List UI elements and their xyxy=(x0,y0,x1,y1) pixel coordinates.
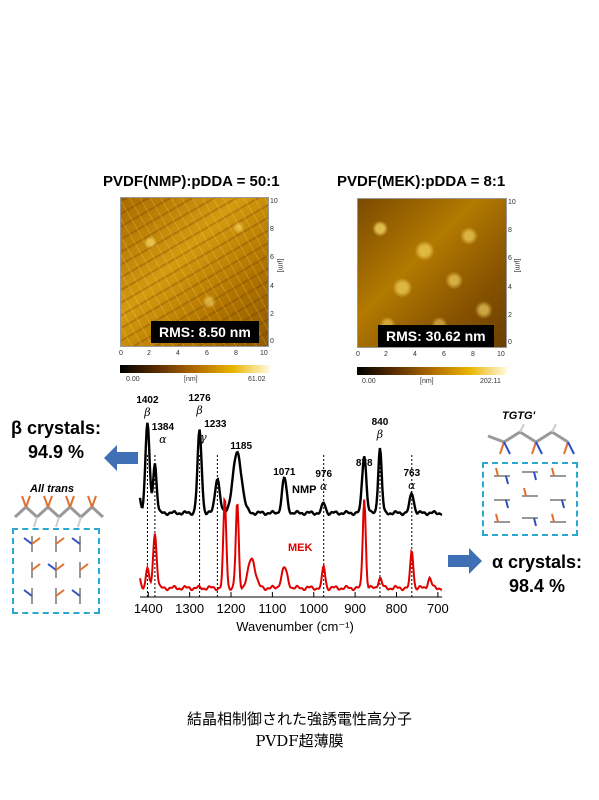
afm-right-xtick: 0 xyxy=(356,351,360,358)
arrow-right-icon xyxy=(448,548,482,574)
afm-right-unit: [µm] xyxy=(513,258,521,273)
x-tick-label: 700 xyxy=(427,601,449,616)
afm-right-ytick: 6 xyxy=(508,255,512,262)
afm-right-ytick: 8 xyxy=(508,227,512,234)
afm-left-title: PVDF(NMP):pDDA = 50:1 xyxy=(103,173,280,190)
scale-max-right: 202.11 xyxy=(480,378,501,385)
peak-number-label: 1071 xyxy=(273,467,296,478)
afm-right-ytick: 2 xyxy=(508,312,512,319)
series-label-nmp: NMP xyxy=(292,484,316,496)
all-trans-label: All trans xyxy=(30,483,75,495)
afm-left-ytick: 10 xyxy=(270,198,278,205)
afm-right-xtick: 8 xyxy=(471,351,475,358)
caption-line-2: PVDF超薄膜 xyxy=(255,732,344,750)
tgtg-molecule-icon xyxy=(487,424,575,455)
ftir-spectrum-chart: 1400 1300 1200 1100 1000 900 800 700 1402β1384α… xyxy=(130,385,450,643)
nmp-spectrum-line xyxy=(138,422,443,517)
x-tick-label: 1100 xyxy=(258,601,286,616)
alpha-packing-icon xyxy=(494,467,566,527)
peak-number-label: 1276 xyxy=(188,393,211,404)
peak-phase-label: α xyxy=(408,479,416,492)
peak-number-label: 976 xyxy=(315,469,332,480)
arrow-left-icon xyxy=(104,445,138,471)
color-scale-left xyxy=(120,365,270,373)
afm-left-unit: [µm] xyxy=(276,258,284,273)
afm-left-ytick: 4 xyxy=(270,283,274,290)
peak-phase-label: β xyxy=(376,428,383,441)
beta-packing-icon xyxy=(23,536,89,604)
scale-unit-right: [nm] xyxy=(420,378,434,385)
peak-phase-label: γ xyxy=(200,431,207,444)
afm-right-title: PVDF(MEK):pDDA = 8:1 xyxy=(337,173,506,190)
peak-number-label: 1233 xyxy=(204,419,227,430)
peak-number-label: 763 xyxy=(403,468,420,479)
afm-right-xtick: 4 xyxy=(413,351,417,358)
afm-left-xtick: 8 xyxy=(234,350,238,357)
series-label-mek: MEK xyxy=(288,542,313,554)
afm-right-ytick: 0 xyxy=(508,339,512,346)
afm-left-ytick: 0 xyxy=(270,338,274,345)
afm-right-ytick: 10 xyxy=(508,199,516,206)
afm-right-xtick: 2 xyxy=(384,351,388,358)
afm-right-ytick: 4 xyxy=(508,284,512,291)
mek-spectrum-line xyxy=(139,496,443,592)
all-trans-molecule-icon xyxy=(13,495,105,528)
peak-phase-label: β xyxy=(143,406,150,419)
beta-crystals-label: β crystals: xyxy=(6,418,106,439)
beta-unit-cell-box xyxy=(12,528,100,614)
afm-left-ytick: 6 xyxy=(270,254,274,261)
afm-left-xtick: 10 xyxy=(260,350,268,357)
alpha-crystals-label: α crystals: xyxy=(491,552,583,572)
scale-min-left: 0.00 xyxy=(126,376,140,383)
alpha-crystals-value: 98.4 % xyxy=(508,576,566,596)
x-tick-label: 1200 xyxy=(217,601,246,616)
tgtg-label: TGTG' xyxy=(502,410,536,422)
peak-number-label: 1185 xyxy=(230,441,252,452)
peak-phase-label: α xyxy=(320,480,328,493)
scale-max-left: 61.02 xyxy=(248,376,266,383)
scale-unit-left: [nm] xyxy=(184,376,198,383)
color-scale-right xyxy=(357,367,507,375)
x-tick-label: 1300 xyxy=(175,601,204,616)
peak-number-label: 878 xyxy=(356,458,373,469)
caption-line-1: 結晶相制御された強誘電性高分子 xyxy=(186,710,412,728)
afm-left-ytick: 2 xyxy=(270,311,274,318)
x-tick-label: 1000 xyxy=(299,601,328,616)
peak-phase-label: β xyxy=(195,404,202,417)
afm-right-xtick: 6 xyxy=(442,351,446,358)
beta-label-text: β crystals: xyxy=(10,418,102,438)
x-tick-label: 800 xyxy=(386,601,408,616)
peak-number-label: 840 xyxy=(372,417,389,428)
afm-left-ytick: 8 xyxy=(270,226,274,233)
peak-phase-label: α xyxy=(159,433,167,446)
peak-number-label: 1384 xyxy=(152,422,175,433)
afm-image-left: RMS: 8.50 nm xyxy=(120,197,269,347)
beta-crystals-value: 94.9 % xyxy=(27,442,85,462)
alpha-unit-cell-box xyxy=(482,462,578,536)
rms-label-right: RMS: 30.62 nm xyxy=(378,325,494,347)
peak-number-label: 1402 xyxy=(136,395,159,406)
x-axis-title: Wavenumber (cm⁻¹) xyxy=(236,619,354,634)
afm-left-xtick: 4 xyxy=(176,350,180,357)
afm-left-xtick: 2 xyxy=(147,350,151,357)
afm-image-right: RMS: 30.62 nm xyxy=(357,198,507,348)
afm-right-xtick: 10 xyxy=(497,351,505,358)
scale-min-right: 0.00 xyxy=(362,378,376,385)
x-tick-label: 1400 xyxy=(134,601,163,616)
afm-left-xtick: 0 xyxy=(119,350,123,357)
afm-left-xtick: 6 xyxy=(205,350,209,357)
x-tick-label: 900 xyxy=(344,601,366,616)
rms-label-left: RMS: 8.50 nm xyxy=(151,321,259,343)
